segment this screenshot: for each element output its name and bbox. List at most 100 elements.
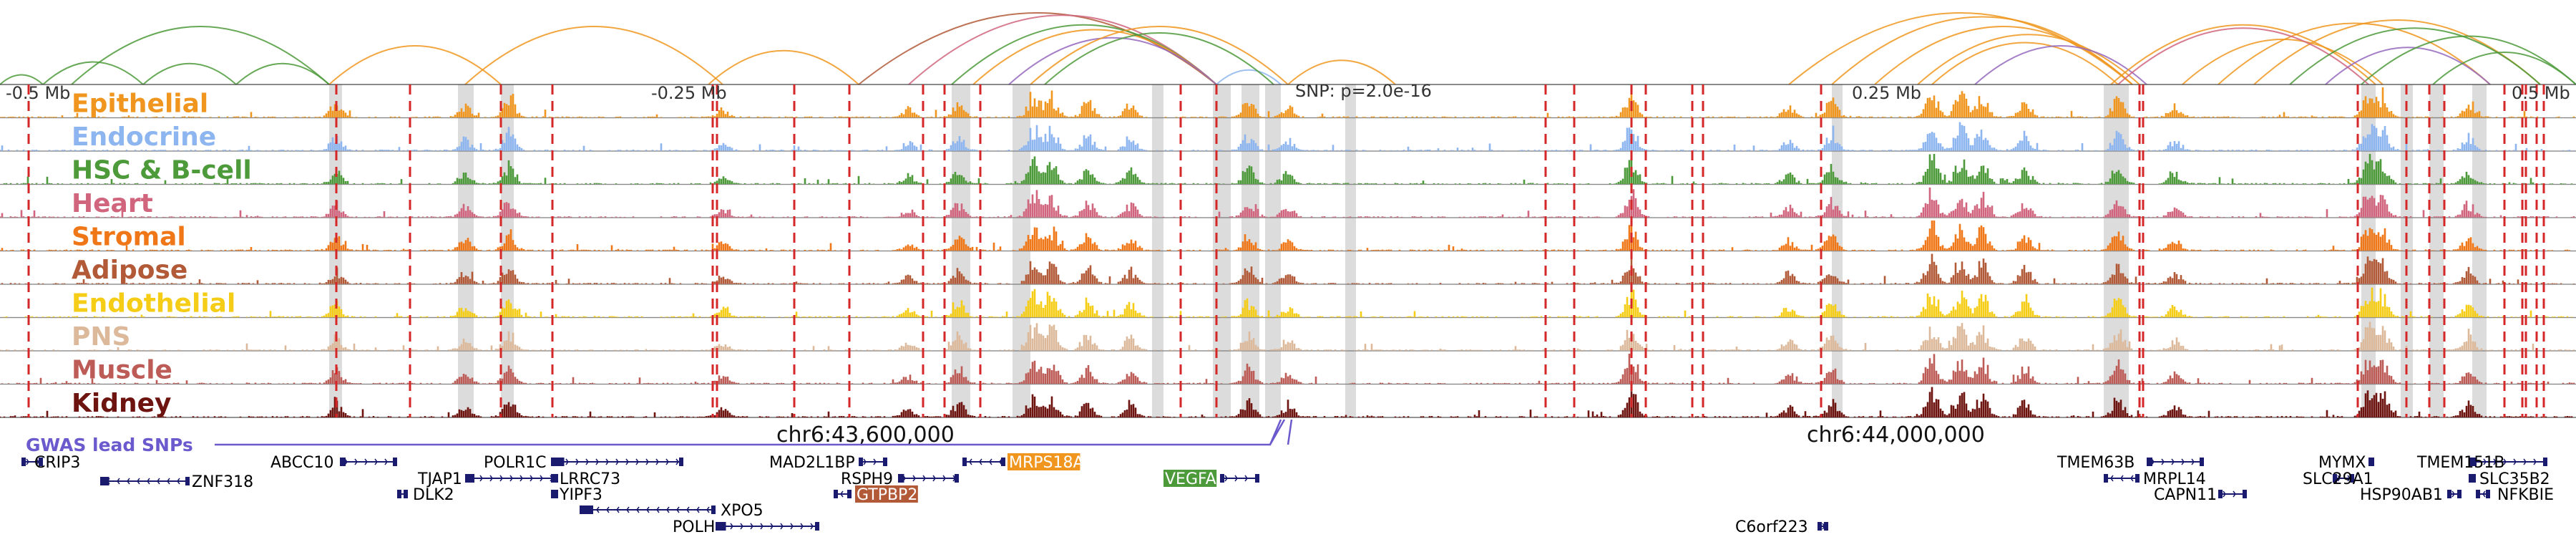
strand-arrow [177,478,180,485]
strand-arrow [596,506,600,513]
strand-arrow [780,523,784,530]
gene-label: POLR1C [484,454,546,472]
gene-exon [883,458,887,466]
coordinate-label-1: chr6:43,600,000 [776,422,955,448]
interaction-arc [1216,69,1282,85]
strand-arrow [989,458,992,465]
position-label-minus-half: -0.5 Mb [6,83,70,103]
gene-exon [2135,474,2140,483]
gene-exon [2447,490,2451,498]
gene-exon [100,477,109,485]
interaction-arc [1044,32,1274,85]
interaction-arc [1931,42,2119,85]
gene-exon [815,522,819,531]
gene-exon [679,458,683,466]
gwas-lead-snps-label: GWAS lead SNPs [26,435,193,455]
gene-exon [716,522,726,531]
gene-exon [340,458,346,466]
gene-exon [2370,458,2374,466]
gene-label: MRPL14 [2143,470,2206,488]
signal-path [3,287,2573,318]
track-label: Endothelial [72,289,235,319]
strand-arrow [2161,458,2165,465]
strand-arrow [374,458,378,465]
track-label: HSC & B-cell [72,156,252,185]
signal-path [1,354,2575,384]
signal-path [0,87,2575,118]
strand-arrow [750,523,753,530]
interaction-arc [2325,47,2491,85]
interaction-arc [2218,22,2491,85]
strand-arrow [706,506,710,513]
strand-arrow [912,475,916,482]
strand-arrow [509,475,513,482]
strand-arrow [760,523,763,530]
strand-arrow [1244,475,1248,482]
strand-arrow [479,475,483,482]
track-label: Heart [72,189,153,218]
gene-label: CRIP3 [34,454,80,472]
gene-label: VEGFA [1165,470,1216,488]
gene-label: SLC29A1 [2303,470,2373,488]
gene-exon [397,490,401,498]
signal-path [0,187,2575,218]
signal-track-4 [0,184,2576,218]
gene-abcc10: ABCC10 [270,454,397,472]
strand-arrow [2223,490,2226,498]
gene-exon [2243,490,2247,498]
snp-pvalue-label: SNP: p=2.0e-16 [1295,81,1432,101]
strand-arrow [2523,458,2527,465]
gene-rsph9: RSPH9 [841,470,959,488]
gene-exon [2457,490,2462,498]
gene-exon [1818,522,1822,531]
gene-tmem63b: TMEM63B [2057,454,2204,472]
gene-exon [2333,474,2337,483]
gene-slc29a1: SLC29A1 [2303,470,2373,488]
strand-arrow [790,523,794,530]
strand-arrow [127,478,130,485]
interaction-arc [2361,35,2576,85]
gene-exon [554,474,558,483]
strand-arrow [519,475,523,482]
gene-tmem151b: TMEM151B [2416,454,2547,472]
gene-znf318: ZNF318 [100,473,253,491]
strand-arrow [840,490,844,498]
gene-exon [859,458,863,466]
strand-arrow [595,458,599,465]
interaction-arc [235,62,330,85]
gwas-track: GWAS lead SNPs chr6:43,600,000 chr6:44,0… [26,419,1985,455]
strand-arrow [1234,475,1238,482]
strand-arrow [2120,475,2124,482]
strand-arrow [540,475,543,482]
strand-arrow [2181,458,2185,465]
coordinate-label-2: chr6:44,000,000 [1807,422,1985,448]
strand-arrow [2171,458,2175,465]
gene-exon [551,474,555,483]
gene-dlk2: DLK2 [397,486,454,504]
interaction-arcs [0,12,2576,85]
gene-label-box [1008,453,1080,470]
gene-xpo5: XPO5 [580,502,763,520]
gene-label: GTPBP2 [857,486,917,504]
track-labels: Epithelial Endocrine HSC & B-cell Heart Stro… [72,90,252,419]
strand-arrow [665,458,669,465]
gene-label: LRRC73 [560,470,620,488]
strand-arrow [354,458,358,465]
gene-crip3: CRIP3 [21,454,80,472]
strand-arrow [800,523,804,530]
strand-arrow [645,458,649,465]
gene-label: TMEM151B [2416,454,2504,472]
strand-arrow [2533,458,2537,465]
gene-exon [1001,458,1005,466]
signal-path [0,221,2571,251]
interaction-arc [1974,45,2147,85]
gene-mad2l1bp: MAD2L1BP [769,454,887,472]
gene-exon [2218,490,2223,498]
gene-polr1c: POLR1C [484,454,683,472]
interaction-arc [464,26,723,85]
gene-exon [711,505,716,514]
interaction-arc [1788,12,2133,85]
strand-arrow [922,475,926,482]
gene-exon [834,490,838,498]
